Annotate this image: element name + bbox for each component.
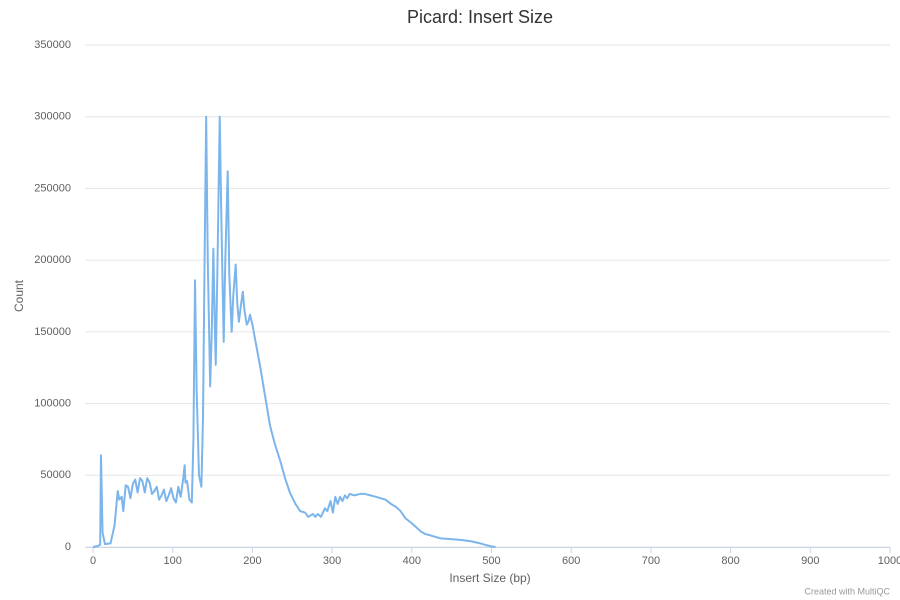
y-tick-label: 50000 — [40, 469, 71, 481]
x-tick-label: 0 — [90, 555, 96, 567]
x-tick-label: 500 — [482, 555, 500, 567]
y-axis-title: Count — [12, 279, 26, 312]
x-tick-label: 600 — [562, 555, 580, 567]
y-tick-label: 350000 — [34, 39, 71, 51]
x-axis-title: Insert Size (bp) — [449, 571, 530, 585]
chart-title: Picard: Insert Size — [407, 7, 553, 27]
credit: Created with MultiQC — [804, 586, 890, 596]
x-tick-label: 900 — [801, 555, 819, 567]
x-tick-label: 400 — [403, 555, 421, 567]
y-tick-label: 0 — [65, 541, 71, 553]
x-tick-label: 700 — [642, 555, 660, 567]
x-tick-label: 800 — [721, 555, 739, 567]
x-tick-label: 300 — [323, 555, 341, 567]
x-tick-label: 200 — [243, 555, 261, 567]
y-tick-label: 250000 — [34, 182, 71, 194]
y-tick-label: 100000 — [34, 397, 71, 409]
data-line — [92, 115, 496, 548]
x-tick-label: 100 — [164, 555, 182, 567]
y-tick-label: 150000 — [34, 326, 71, 338]
y-tick-label: 200000 — [34, 254, 71, 266]
x-tick-label: 1000 — [878, 555, 900, 567]
y-tick-label: 300000 — [34, 111, 71, 123]
